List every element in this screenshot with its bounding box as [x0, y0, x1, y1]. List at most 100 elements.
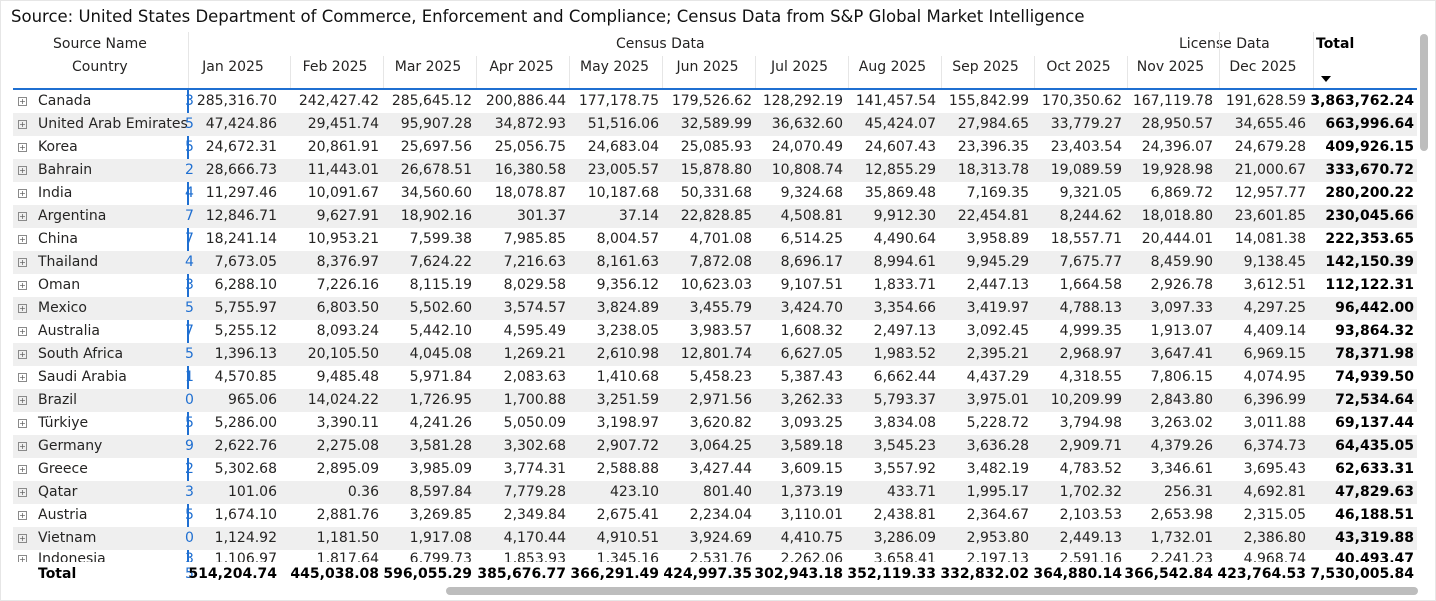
row-total: 46,188.51 — [1335, 507, 1414, 523]
cell-value: 9,485.48 — [316, 369, 379, 385]
cell-value: 23,396.35 — [957, 139, 1029, 155]
plus-box-icon[interactable]: + — [18, 281, 27, 290]
column-divider — [1313, 32, 1314, 88]
clipped-value: 5 — [185, 116, 194, 132]
header-country[interactable]: Country — [72, 59, 128, 75]
horizontal-scrollbar[interactable] — [446, 587, 1418, 595]
cell-value: 2,197.13 — [966, 551, 1029, 564]
cell-value: 4,595.49 — [503, 323, 566, 339]
header-month[interactable]: Feb 2025 — [302, 59, 368, 75]
header-month[interactable]: Mar 2025 — [394, 59, 462, 75]
cell-value: 8,093.24 — [316, 323, 379, 339]
plus-box-icon[interactable]: + — [18, 534, 27, 543]
cell-value: 2,653.98 — [1150, 507, 1213, 523]
cell-value: 3,251.59 — [596, 392, 659, 408]
header-month[interactable]: Apr 2025 — [489, 59, 554, 75]
plus-box-icon[interactable]: + — [18, 350, 27, 359]
plus-box-icon[interactable]: + — [18, 97, 27, 106]
table-row: + Austria 5 1,674.10 2,881.76 3,269.85 2,349.8… — [13, 504, 1417, 527]
cell-value: 2,395.21 — [966, 346, 1029, 362]
cell-value: 12,855.29 — [864, 162, 936, 178]
cell-value: 801.40 — [703, 484, 752, 500]
plus-box-icon[interactable]: + — [18, 488, 27, 497]
header-month[interactable]: Jul 2025 — [771, 59, 828, 75]
plus-box-icon[interactable]: + — [18, 235, 27, 244]
plus-box-icon[interactable]: + — [18, 465, 27, 474]
table-row: + Canada 3 285,316.70 242,427.42 285,645.12 20… — [13, 90, 1417, 113]
cell-value: 8,459.90 — [1150, 254, 1213, 270]
header-month[interactable]: Oct 2025 — [1046, 59, 1111, 75]
plus-box-icon[interactable]: + — [18, 166, 27, 175]
cell-value: 1,833.71 — [873, 277, 936, 293]
cell-value: 2,241.23 — [1150, 551, 1213, 564]
header-month[interactable]: Nov 2025 — [1136, 59, 1205, 75]
row-total: 74,939.50 — [1335, 369, 1414, 385]
plus-box-icon[interactable]: + — [18, 327, 27, 336]
header-total[interactable]: Total — [1316, 36, 1355, 52]
cell-value: 3,238.05 — [596, 323, 659, 339]
plus-box-icon[interactable]: + — [18, 189, 27, 198]
row-total: 333,670.72 — [1325, 162, 1414, 178]
plus-box-icon[interactable]: + — [18, 419, 27, 428]
cell-value: 423.10 — [610, 484, 659, 500]
plus-box-icon[interactable]: + — [18, 120, 27, 129]
plus-box-icon[interactable]: + — [18, 304, 27, 313]
header-month[interactable]: Jun 2025 — [676, 59, 739, 75]
row-total: 222,353.65 — [1325, 231, 1414, 247]
cell-value: 7,226.16 — [316, 277, 379, 293]
cell-value: 3,093.25 — [780, 415, 843, 431]
cell-value: 3,834.08 — [873, 415, 936, 431]
cell-value: 3,958.89 — [966, 231, 1029, 247]
plus-box-icon[interactable]: + — [18, 373, 27, 382]
plus-box-icon[interactable]: + — [18, 143, 27, 152]
header-month[interactable]: Sep 2025 — [952, 59, 1019, 75]
clipped-value: 7 — [185, 208, 194, 224]
cell-value: 3,354.66 — [873, 300, 936, 316]
plus-box-icon[interactable]: + — [18, 442, 27, 451]
cell-value: 12,801.74 — [680, 346, 752, 362]
cell-value: 6,374.73 — [1243, 438, 1306, 454]
total-cell-value: 596,055.29 — [383, 566, 472, 582]
row-total: 280,200.22 — [1325, 185, 1414, 201]
cell-value: 5,502.60 — [409, 300, 472, 316]
cell-value: 3,286.09 — [873, 530, 936, 546]
cell-value: 2,531.76 — [689, 551, 752, 564]
cell-value: 6,803.50 — [316, 300, 379, 316]
cell-value: 20,444.01 — [1141, 231, 1213, 247]
country-name: Canada — [38, 93, 92, 109]
cell-value: 23,403.54 — [1050, 139, 1122, 155]
sort-descending-icon[interactable] — [1321, 76, 1331, 82]
cell-value: 6,799.73 — [409, 551, 472, 564]
cell-value: 5,255.12 — [214, 323, 277, 339]
plus-box-icon[interactable]: + — [18, 511, 27, 520]
plus-box-icon[interactable]: + — [18, 258, 27, 267]
row-total: 409,926.15 — [1325, 139, 1414, 155]
header-month[interactable]: May 2025 — [579, 59, 650, 75]
total-cell-value: 423,764.53 — [1217, 566, 1306, 582]
cell-value: 95,907.28 — [400, 116, 472, 132]
clipped-value: 5 — [185, 566, 194, 582]
header-month[interactable]: Jan 2025 — [202, 59, 264, 75]
row-total: 3,863,762.24 — [1310, 93, 1414, 109]
plus-box-icon[interactable]: + — [18, 396, 27, 405]
cell-value: 34,872.93 — [494, 116, 566, 132]
vertical-scrollbar[interactable] — [1420, 34, 1428, 151]
table-row: + Bahrain 2 28,666.73 11,443.01 26,678.51 16,3… — [13, 159, 1417, 182]
total-cell-value: 332,832.02 — [940, 566, 1029, 582]
row-total: 40,493.47 — [1335, 551, 1414, 564]
cell-value: 9,107.51 — [780, 277, 843, 293]
cell-value: 7,673.05 — [214, 254, 277, 270]
cell-value: 9,912.30 — [873, 208, 936, 224]
plus-box-icon[interactable]: + — [18, 212, 27, 221]
cell-value: 4,318.55 — [1059, 369, 1122, 385]
cell-value: 35,869.48 — [864, 185, 936, 201]
header-month[interactable]: Dec 2025 — [1229, 59, 1297, 75]
cell-value: 3,424.70 — [780, 300, 843, 316]
cell-value: 33,779.27 — [1050, 116, 1122, 132]
header-month[interactable]: Aug 2025 — [858, 59, 927, 75]
clipped-value: 5 — [185, 346, 194, 362]
header-license-data: License Data — [1179, 36, 1270, 52]
column-divider — [383, 56, 384, 88]
cell-value: 5,286.00 — [214, 415, 277, 431]
cell-value: 101.06 — [228, 484, 277, 500]
